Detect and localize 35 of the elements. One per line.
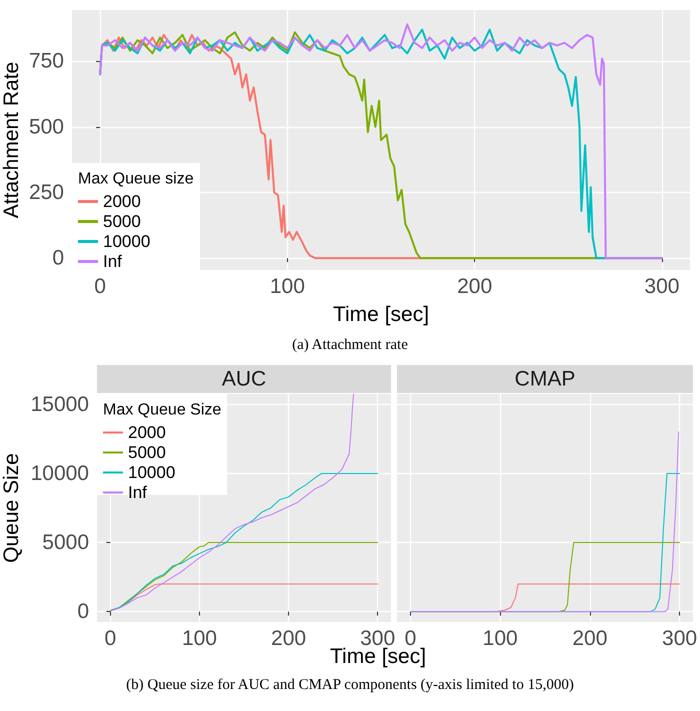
legend-label: 10000 [128,463,176,482]
y-tick-label: 5000 [42,531,89,554]
x-tick-label: 300 [644,275,680,298]
x-tick-label: 100 [482,627,518,650]
y-tick-label: 750 [28,50,64,73]
text: (b) Queue size for AUC and CMAP components (y-axis limited to 15,000) [125,677,575,694]
y-tick-label: 0 [52,246,64,270]
legend-label: Inf [128,483,148,502]
legend-label: 5000 [128,443,166,462]
legend-label: 10000 [103,232,150,251]
x-tick-label: 100 [182,627,217,650]
y-axis-title: Attachment Rate [0,62,23,218]
y-tick-label: 0 [77,600,89,624]
y-tick-label: 10000 [30,462,89,485]
x-tick-label: 200 [572,627,608,650]
y-tick-label: 15000 [30,392,89,416]
legend-label: 2000 [103,192,141,211]
y-tick-label: 250 [28,181,64,204]
x-tick-label: 200 [457,275,492,298]
legend-title: Max Queue Size [103,402,222,418]
x-tick-label: 100 [270,275,305,298]
x-axis-title: Time [sec] [332,303,430,326]
x-tick-label: 200 [271,627,306,650]
x-tick-label: 0 [104,627,116,650]
legend-title: Max Queue size [78,170,194,188]
legend-label: 5000 [103,212,141,231]
legend-label: Inf [103,252,122,271]
x-tick-label: 300 [662,627,698,650]
y-tick-label: 500 [28,115,64,138]
text: (a) Attachment rate [291,337,409,354]
chart-title: AUC [222,368,266,390]
chart-title: CMAP [514,368,576,390]
x-tick-label: 0 [94,275,106,298]
legend-label: 2000 [128,423,166,442]
y-axis-title: Queue Size [0,453,23,563]
